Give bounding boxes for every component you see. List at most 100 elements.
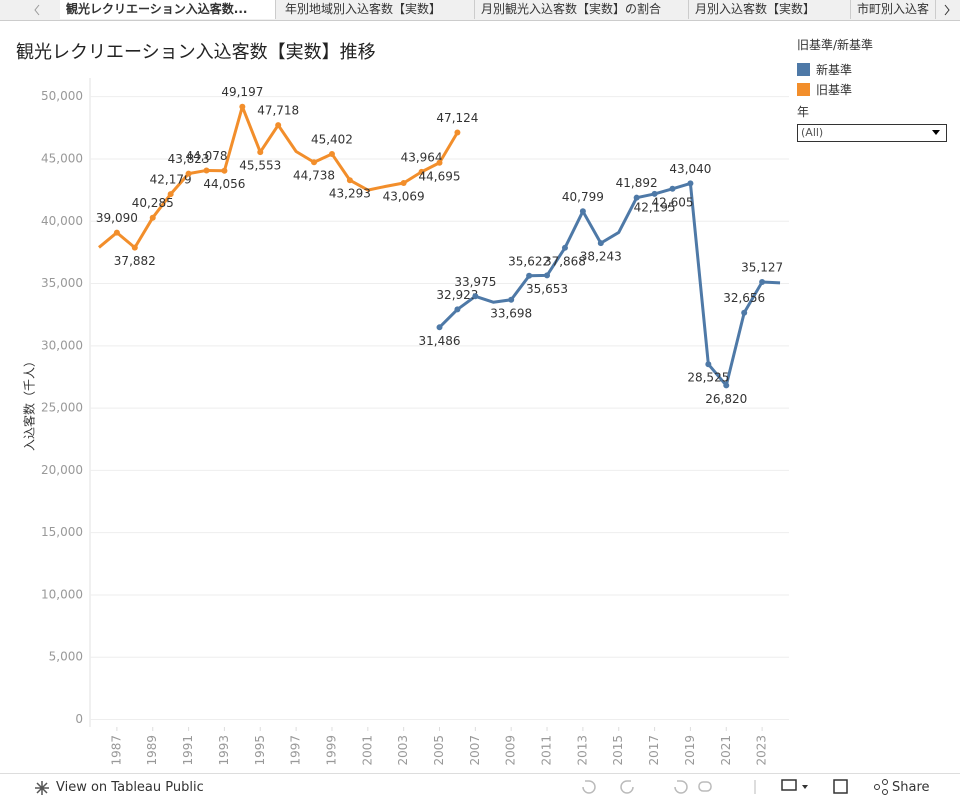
y-tick-label: 5,000 xyxy=(49,650,83,664)
data-label: 37,882 xyxy=(114,254,156,268)
data-point xyxy=(526,272,533,279)
download[interactable] xyxy=(781,779,797,791)
x-tick-label: 1987 xyxy=(109,735,123,766)
data-label: 42,605 xyxy=(652,195,694,209)
refresh[interactable] xyxy=(698,781,712,792)
data-point xyxy=(221,167,228,174)
data-point xyxy=(257,149,264,156)
data-point xyxy=(275,122,282,129)
x-tick-label: 2005 xyxy=(432,735,446,766)
y-tick-label: 45,000 xyxy=(41,151,83,165)
data-point xyxy=(400,180,407,187)
view-link[interactable]: View on Tableau Public xyxy=(56,780,204,795)
data-point xyxy=(472,293,479,300)
y-tick-label: 25,000 xyxy=(41,401,83,415)
data-label: 44,738 xyxy=(293,169,335,183)
x-tick-label: 1999 xyxy=(324,735,338,766)
x-tick-label: 2017 xyxy=(647,735,661,766)
revert[interactable] xyxy=(674,780,688,794)
data-point xyxy=(741,309,748,316)
share-icon[interactable] xyxy=(882,789,888,795)
data-label: 47,124 xyxy=(436,111,478,125)
tab-bar: 観光レクリエーション入込客数... 年別地域別入込客数【実数】 月別観光入込客数… xyxy=(0,0,960,21)
x-tick-label: 2001 xyxy=(360,735,374,766)
share-button[interactable]: Share xyxy=(892,780,930,795)
share-icon[interactable] xyxy=(874,784,880,790)
data-point xyxy=(131,244,138,251)
x-tick-label: 2011 xyxy=(540,735,554,766)
data-point xyxy=(579,208,586,215)
x-tick-label: 1995 xyxy=(253,735,267,766)
x-tick-label: 1997 xyxy=(289,735,303,766)
data-label: 40,799 xyxy=(562,190,604,204)
data-label: 42,195 xyxy=(634,200,676,214)
redo[interactable] xyxy=(620,780,634,794)
data-point xyxy=(633,194,640,201)
tab-nav[interactable] xyxy=(0,0,50,20)
data-point xyxy=(113,229,120,236)
fullscreen[interactable] xyxy=(833,779,848,794)
chart: 観光レクリエーション入込客数【実数】推移 入込客数（千人） 0 5,000 10,0… xyxy=(16,42,789,766)
y-tick-label: 30,000 xyxy=(41,338,83,352)
filter-label: 年 xyxy=(797,105,810,119)
tableau-icon xyxy=(35,781,49,795)
data-label: 43,823 xyxy=(168,152,210,166)
data-point xyxy=(561,244,568,251)
tab[interactable]: 月別入込客数【実数】 xyxy=(689,0,851,19)
data-label: 43,964 xyxy=(401,150,443,164)
prev-arrow[interactable] xyxy=(34,4,40,16)
data-point xyxy=(723,382,730,389)
data-point xyxy=(508,296,515,303)
x-tick-label: 2009 xyxy=(504,735,518,766)
data-label: 44,078 xyxy=(186,149,228,163)
data-point xyxy=(669,185,676,192)
data-label: 37,868 xyxy=(544,254,586,268)
tab[interactable]: 年別地域別入込客数【実数】 xyxy=(279,0,475,19)
data-point xyxy=(544,272,551,279)
download-arrow[interactable] xyxy=(802,785,808,789)
data-point xyxy=(328,150,335,157)
legend-label[interactable]: 新基準 xyxy=(816,62,853,77)
data-label: 44,695 xyxy=(419,169,461,183)
y-tick-label: 40,000 xyxy=(41,214,83,228)
data-point xyxy=(311,159,318,166)
data-label: 31,486 xyxy=(419,334,461,348)
data-point xyxy=(203,167,210,174)
y-tick-label: 0 xyxy=(75,712,83,726)
data-label: 43,040 xyxy=(669,162,711,176)
data-point xyxy=(687,180,694,187)
tab[interactable]: 市町別入込客 xyxy=(851,0,936,19)
legend: 旧基準/新基準 新基準旧基準 xyxy=(797,36,873,99)
share-icon[interactable] xyxy=(882,779,888,785)
legend-item[interactable]: 新基準 xyxy=(797,59,873,79)
data-point xyxy=(454,306,461,313)
legend-label[interactable]: 旧基準 xyxy=(816,82,853,97)
data-point xyxy=(239,103,246,110)
tab[interactable]: 観光レクリエーション入込客数... xyxy=(60,0,276,19)
y-axis-label: 入込客数（千人） xyxy=(22,355,37,451)
data-label: 35,653 xyxy=(526,282,568,296)
data-label: 38,243 xyxy=(580,250,622,264)
legend-swatch[interactable] xyxy=(797,62,810,76)
data-label: 42,179 xyxy=(150,173,192,187)
legend-item[interactable]: 旧基準 xyxy=(797,79,873,99)
data-point xyxy=(454,129,461,136)
legend-swatch[interactable] xyxy=(797,82,810,96)
data-point xyxy=(185,170,192,177)
y-tick-label: 15,000 xyxy=(41,525,83,539)
tab[interactable]: 月別観光入込客数【実数】の割合 xyxy=(475,0,689,19)
legend-title: 旧基準/新基準 xyxy=(797,38,874,52)
tab-nav[interactable] xyxy=(936,0,960,20)
undo[interactable] xyxy=(582,780,596,794)
dropdown-arrow[interactable] xyxy=(932,130,940,136)
x-tick-label: 2003 xyxy=(396,735,410,766)
data-label: 43,293 xyxy=(329,187,371,201)
filter-value[interactable]: (All) xyxy=(801,126,824,139)
data-label: 33,975 xyxy=(454,275,496,289)
filter-dropdown[interactable]: (All) xyxy=(797,124,947,142)
data-label: 28,525 xyxy=(687,371,729,385)
next-arrow[interactable] xyxy=(944,4,950,16)
data-label: 32,923 xyxy=(436,288,478,302)
x-tick-label: 1989 xyxy=(145,735,159,766)
